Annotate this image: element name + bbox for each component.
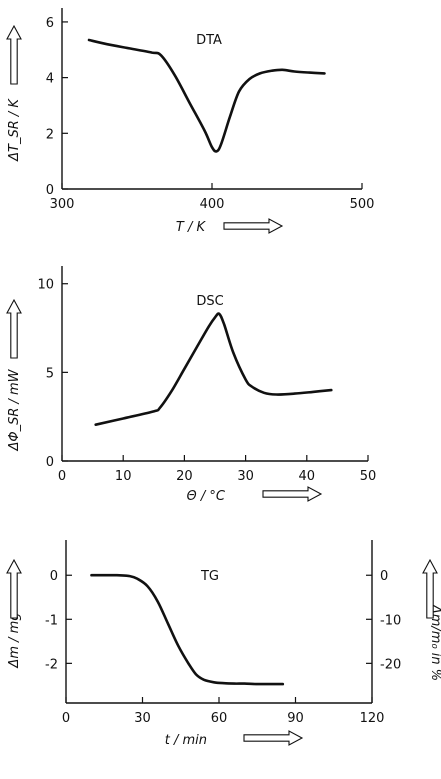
y-axis-label: ΔT_SR / K xyxy=(7,98,22,162)
x-tick-label: 500 xyxy=(350,197,375,212)
chart-dsc: 0 10 20 30 40 50 0 5 10 DSC Θ / °C ΔΦ_SR / mW xyxy=(6,266,377,504)
x-tick-label: 400 xyxy=(200,197,225,212)
chart-dta: 300 400 500 0 2 4 6 DTA T / K ΔT_SR / K xyxy=(6,8,375,235)
x-tick-label: 120 xyxy=(360,711,385,726)
chart-title: TG xyxy=(200,569,219,584)
y-tick-label: -1 xyxy=(45,613,58,628)
right-y-axis-label: Δm/m₀ in % xyxy=(428,604,441,681)
series-line xyxy=(94,312,333,426)
series-line xyxy=(87,38,326,153)
x-tick-label: 50 xyxy=(360,469,377,484)
chart-title: DTA xyxy=(196,33,222,48)
x-tick-label: 300 xyxy=(50,197,75,212)
y-axis-arrow xyxy=(6,24,22,85)
x-axis-label: Θ / °C xyxy=(187,489,226,504)
y-axis-label: ΔΦ_SR / mW xyxy=(7,368,22,451)
x-axis-arrow xyxy=(223,218,284,234)
y-tick-label: 0 xyxy=(46,183,54,198)
x-axis-label: t / min xyxy=(165,733,207,748)
y-tick-label: 10 xyxy=(37,278,54,293)
y-tick-label: 5 xyxy=(46,366,54,381)
y-tick-label: 4 xyxy=(46,72,54,87)
x-axis-arrow xyxy=(262,486,323,502)
y-tick-label: 6 xyxy=(46,16,54,31)
x-tick-label: 10 xyxy=(115,469,132,484)
x-axis-label: T / K xyxy=(176,220,207,235)
x-tick-label: 20 xyxy=(176,469,193,484)
x-tick-label: 0 xyxy=(62,711,70,726)
x-tick-label: 60 xyxy=(211,711,228,726)
chart-title: DSC xyxy=(196,294,223,309)
x-tick-label: 40 xyxy=(299,469,316,484)
x-tick-label: 30 xyxy=(237,469,254,484)
right-y-tick-label: -10 xyxy=(380,613,401,628)
x-tick-label: 30 xyxy=(134,711,151,726)
y-axis-label: Δm / mg xyxy=(7,612,22,668)
y-tick-label: 0 xyxy=(50,569,58,584)
y-axis-arrow xyxy=(6,558,22,619)
y-tick-label: 2 xyxy=(46,127,54,142)
right-y-axis-arrow xyxy=(422,558,438,619)
right-y-tick-label: -20 xyxy=(380,657,401,672)
x-tick-label: 90 xyxy=(287,711,304,726)
right-y-tick-label: 0 xyxy=(380,569,388,584)
y-axis-arrow xyxy=(6,298,22,359)
series-line xyxy=(90,573,285,686)
x-tick-label: 0 xyxy=(58,469,66,484)
y-tick-label: -2 xyxy=(45,657,58,672)
x-axis-arrow xyxy=(243,730,304,746)
y-tick-label: 0 xyxy=(46,455,54,470)
